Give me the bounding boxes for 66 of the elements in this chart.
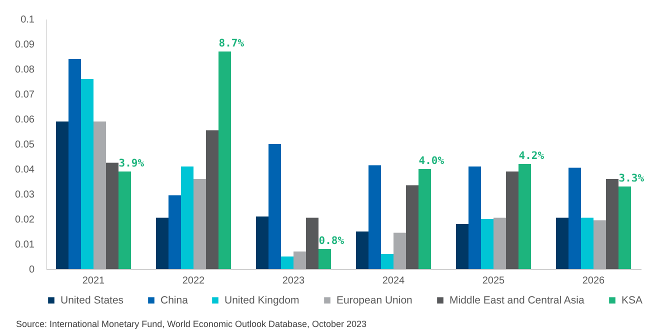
bar xyxy=(394,232,406,269)
bar xyxy=(81,79,94,269)
data-label: 8.7% xyxy=(218,38,245,50)
bar xyxy=(481,219,494,269)
bar xyxy=(518,164,531,269)
data-label: 4.2% xyxy=(518,150,545,162)
x-tick-label: 2026 xyxy=(582,276,606,286)
bar xyxy=(606,179,618,269)
bar xyxy=(406,185,418,269)
legend-label: United Kingdom xyxy=(224,294,300,306)
y-tick-label: 0.02 xyxy=(15,214,35,226)
bar xyxy=(468,166,481,269)
bar xyxy=(581,218,594,269)
bar xyxy=(418,169,431,269)
bar xyxy=(594,220,606,269)
y-tick-label: 0.03 xyxy=(15,190,35,200)
legend-label: United States xyxy=(60,294,124,306)
bar xyxy=(568,168,581,269)
bar xyxy=(94,122,106,269)
y-tick-label: 0 xyxy=(28,264,35,276)
bar xyxy=(456,224,468,269)
legend-label: China xyxy=(160,294,188,306)
y-tick-label: 0.05 xyxy=(15,140,35,150)
bar xyxy=(194,179,206,269)
y-tick-label: 0.09 xyxy=(15,40,35,50)
y-tick-label: 0.1 xyxy=(20,14,35,26)
data-label: 3.3% xyxy=(618,172,645,184)
bar xyxy=(618,186,631,269)
y-tick-label: 0.07 xyxy=(15,90,35,100)
bar xyxy=(356,232,368,269)
bar xyxy=(206,130,218,269)
bar xyxy=(256,216,268,269)
bar xyxy=(181,166,194,269)
y-tick-label: 0.04 xyxy=(15,164,35,176)
bar xyxy=(268,144,281,269)
bar xyxy=(294,252,306,269)
bar xyxy=(68,59,81,269)
bar xyxy=(368,165,381,269)
y-tick-label: 0.01 xyxy=(15,240,35,250)
x-tick-label: 2023 xyxy=(282,276,306,286)
bar xyxy=(281,256,294,269)
data-label: 3.9% xyxy=(118,158,145,170)
x-tick-label: 2025 xyxy=(482,276,506,286)
y-tick-label: 0.06 xyxy=(15,114,35,126)
data-label: 4.0% xyxy=(418,155,445,167)
bar xyxy=(118,172,131,269)
bar xyxy=(494,218,506,269)
legend-label: KSA xyxy=(622,294,643,306)
bar xyxy=(56,122,68,269)
bar xyxy=(381,254,394,269)
bar xyxy=(318,249,331,269)
legend-label: Middle East and Central Asia xyxy=(450,294,584,306)
data-label: 0.8% xyxy=(318,235,345,247)
legend-label: European Union xyxy=(336,294,413,306)
bar xyxy=(218,52,231,269)
x-tick-label: 2021 xyxy=(82,276,106,286)
x-tick-label: 2024 xyxy=(382,276,406,286)
bar xyxy=(506,172,518,269)
x-tick-label: 2022 xyxy=(182,276,206,286)
bar xyxy=(106,162,118,269)
bar xyxy=(556,218,568,269)
y-tick-label: 0.08 xyxy=(15,64,35,76)
bar xyxy=(306,218,318,269)
bar xyxy=(156,218,168,269)
source-note: Source: International Monetary Fund, World Economic Outlook Database, October 2023 xyxy=(16,319,367,329)
bar xyxy=(168,195,181,269)
